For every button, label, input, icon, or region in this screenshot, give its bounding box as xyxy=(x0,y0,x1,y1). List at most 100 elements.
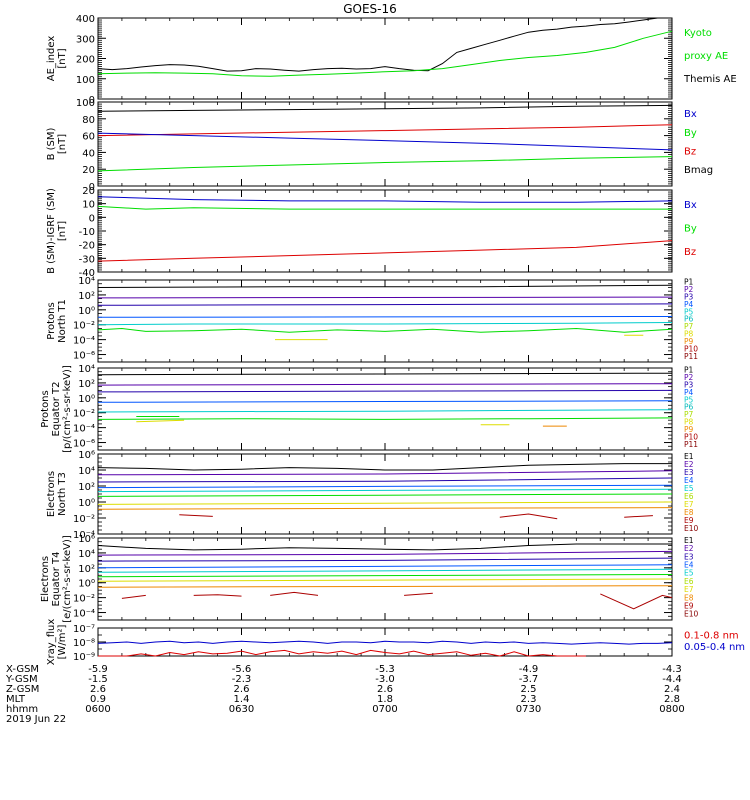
y-tick-label: 10⁻⁶ xyxy=(73,351,95,362)
y-tick-label: 300 xyxy=(76,34,95,45)
y-tick-label: 10⁻² xyxy=(73,321,95,332)
y-tick-label: 40 xyxy=(82,148,95,159)
y-axis-label-line: [p/(cm²-s-sr-keV)] xyxy=(62,365,73,453)
series-line xyxy=(97,132,673,151)
legend-entry: P3 xyxy=(684,292,694,301)
y-axis-label-line: B (SM)-IGRF (SM) xyxy=(46,188,57,274)
series-line xyxy=(97,284,673,288)
y-axis-label-line: Protons xyxy=(40,390,51,427)
y-tick-label: 0 xyxy=(89,213,95,224)
series-line xyxy=(136,419,185,423)
y-tick-label: 10⁶ xyxy=(78,450,95,461)
y-axis-label-line: B (SM) xyxy=(46,127,57,160)
y-tick-label: 10 xyxy=(82,200,95,211)
y-tick-label: 10⁴ xyxy=(78,466,95,477)
y-axis-label-line: Equator T2 xyxy=(51,382,62,437)
series-line xyxy=(97,303,673,306)
x-axis-value: 0600 xyxy=(85,704,110,715)
y-axis-label: AE_index[nT] xyxy=(46,36,68,82)
y-axis-label-line: [W/m²] xyxy=(57,624,68,659)
legend-entry: E9 xyxy=(684,516,694,525)
y-tick-label: 10² xyxy=(78,291,95,302)
series-line xyxy=(97,205,672,210)
series-line xyxy=(97,240,673,262)
y-axis-label-line: Protons xyxy=(46,302,57,339)
y-tick-label: 60 xyxy=(82,132,95,143)
x-axis-value: 1.4 xyxy=(234,694,250,705)
x-axis-row-label: MLT xyxy=(6,694,26,705)
series-line xyxy=(179,514,213,517)
legend-entry: E10 xyxy=(684,610,699,619)
legend-entry: E2 xyxy=(684,460,694,469)
legend-entry: E6 xyxy=(684,577,694,586)
legend-entry: E7 xyxy=(684,585,694,594)
legend-entry: E5 xyxy=(684,569,694,578)
x-axis-row-label: hhmm xyxy=(6,704,38,715)
series-line xyxy=(97,557,673,562)
x-axis-value: -5.3 xyxy=(375,664,395,675)
series-line xyxy=(97,463,672,471)
x-axis-row-label: X-GSM xyxy=(6,664,39,675)
series-line xyxy=(499,513,558,520)
legend-entry: E9 xyxy=(684,602,694,611)
series-line xyxy=(98,649,586,657)
y-axis-label-line: [nT] xyxy=(57,221,68,241)
legend-entry: E7 xyxy=(684,500,694,509)
y-tick-label: 10⁻⁸ xyxy=(73,638,95,649)
y-axis-label: ElectronsNorth T3 xyxy=(46,471,68,517)
y-tick-label: 10² xyxy=(78,482,95,493)
y-tick-label: 10⁰ xyxy=(78,306,95,317)
x-axis-value: -5.6 xyxy=(232,664,252,675)
series-line xyxy=(97,30,673,77)
y-tick-label: 10⁰ xyxy=(78,498,95,509)
y-tick-label: 200 xyxy=(76,55,95,66)
legend-entry: P10 xyxy=(684,433,698,442)
series-line xyxy=(600,593,673,610)
x-axis-value: 2.3 xyxy=(521,694,537,705)
x-axis-value: -4.3 xyxy=(662,664,682,675)
plot-title: GOES-16 xyxy=(343,2,397,16)
y-tick-label: 20 xyxy=(82,186,95,197)
x-axis-value: 2.4 xyxy=(664,684,680,695)
series-line xyxy=(97,316,673,318)
legend-entry: E8 xyxy=(684,508,694,517)
x-axis-value: -4.9 xyxy=(519,664,539,675)
legend-entry: P3 xyxy=(684,380,694,389)
series-line xyxy=(121,594,146,599)
legend-entry: E4 xyxy=(684,561,694,570)
series-line xyxy=(193,594,242,597)
series-line xyxy=(97,372,673,376)
x-axis-value: 0800 xyxy=(659,704,684,715)
legend-entry: P6 xyxy=(684,315,694,324)
y-tick-label: 100 xyxy=(76,98,95,109)
legend-entry: P11 xyxy=(684,352,698,361)
legend-entry: Themis AE xyxy=(683,74,737,85)
y-tick-label: -30 xyxy=(79,254,95,265)
y-tick-label: 10² xyxy=(78,564,95,575)
x-axis-value: 0.9 xyxy=(90,694,106,705)
legend-entry: P6 xyxy=(684,403,694,412)
legend-entry: E8 xyxy=(684,593,694,602)
x-axis-value: 2.6 xyxy=(377,684,393,695)
series-line xyxy=(97,488,673,493)
legend-entry: P7 xyxy=(684,322,694,331)
x-axis-value: 2.6 xyxy=(234,684,250,695)
x-axis-value: 0730 xyxy=(516,704,541,715)
x-axis-value: -5.9 xyxy=(88,664,108,675)
y-axis-label: B (SM)[nT] xyxy=(46,127,68,160)
y-axis-label-line: North T1 xyxy=(57,299,68,343)
series-line xyxy=(97,104,673,112)
legend-entry: P2 xyxy=(684,285,694,294)
legend-entry: E10 xyxy=(684,524,699,533)
y-axis-label-line: Equator T4 xyxy=(51,552,62,607)
y-tick-label: 10⁰ xyxy=(78,394,95,405)
legend-entry: Kyoto xyxy=(684,28,712,39)
series-line xyxy=(97,543,672,551)
x-axis-value: -3.7 xyxy=(519,674,539,685)
series-line xyxy=(97,564,673,569)
legend-entry: Bmag xyxy=(684,165,713,176)
x-axis-value: 2.5 xyxy=(521,684,537,695)
y-tick-label: 80 xyxy=(82,115,95,126)
y-tick-label: 10⁻⁴ xyxy=(73,609,95,620)
series-line xyxy=(97,417,673,420)
